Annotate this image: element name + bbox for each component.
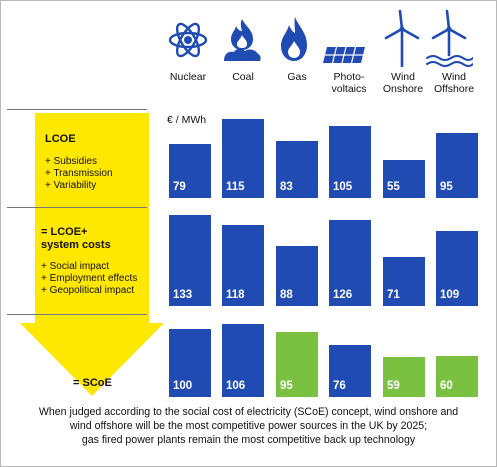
category-label-line1: Nuclear <box>169 71 207 83</box>
bar-value-label: 60 <box>440 380 453 392</box>
bar-lcoe-gas <box>276 141 318 198</box>
caption-line-3: gas fired power plants remain the most c… <box>81 434 416 446</box>
bar-value-label: 83 <box>280 181 293 193</box>
bar-lcoe-system-costs-wind-offshore <box>436 231 478 306</box>
bar-scoe-gas <box>276 332 318 397</box>
category-label-gas: Gas <box>273 71 321 83</box>
category-label-coal: Coal <box>219 71 267 83</box>
category-label-line1: Photo- <box>333 71 365 83</box>
bar-lcoe-coal <box>222 119 264 198</box>
bar-value-label: 106 <box>226 380 246 392</box>
separator-1 <box>7 207 147 208</box>
bar-lcoe-system-costs-gas <box>276 246 318 306</box>
category-label-line2: Onshore <box>382 83 424 95</box>
bar-value-label: 109 <box>440 289 460 301</box>
bar-scoe-coal <box>222 324 264 397</box>
category-label-line1: Coal <box>232 71 254 83</box>
bar-value-label: 95 <box>280 380 293 392</box>
solar-panel-icon <box>323 46 365 64</box>
bar-value-label: 105 <box>333 181 353 193</box>
caption-line-2: wind offshore will be the most competiti… <box>69 420 428 432</box>
category-label-line1: Wind <box>442 71 466 83</box>
bar-value-label: 133 <box>173 289 193 301</box>
bar-value-label: 79 <box>173 181 186 193</box>
bar-value-label: 88 <box>280 289 293 301</box>
bar-lcoe-wind-offshore <box>436 133 478 198</box>
bar-lcoe-wind-onshore <box>383 160 425 198</box>
category-label-line2: Offshore <box>433 83 475 95</box>
bar-lcoe-photovoltaics <box>329 126 371 198</box>
caption: When judged according to the social cost… <box>1 405 496 447</box>
bar-lcoe-system-costs-wind-onshore <box>383 257 425 306</box>
wind-turbine-icon <box>384 9 420 67</box>
yellow-arrow <box>20 113 164 396</box>
bar-lcoe-nuclear <box>169 144 211 198</box>
legend-item-variability: + Variability <box>45 180 97 191</box>
category-label-line1: Gas <box>287 71 307 83</box>
atom-icon <box>168 22 208 58</box>
bar-scoe-nuclear <box>169 329 211 397</box>
legend-item-social-impact: + Social impact <box>41 261 110 272</box>
category-label-photovoltaics: Photo- voltaics <box>321 71 377 95</box>
bar-value-label: 76 <box>333 380 346 392</box>
category-label-line2: voltaics <box>331 83 367 95</box>
category-label-nuclear: Nuclear <box>164 71 212 83</box>
category-label-wind-onshore: Wind Onshore <box>376 71 430 95</box>
coal-fire-icon <box>224 19 261 61</box>
bar-value-label: 71 <box>387 289 400 301</box>
legend-scoe-title: = SCoE <box>73 377 112 389</box>
separator-2 <box>7 314 147 315</box>
gas-flame-icon <box>281 17 307 61</box>
bar-scoe-photovoltaics <box>329 345 371 397</box>
bar-value-label: 126 <box>333 289 353 301</box>
legend-system-costs-title: system costs <box>41 239 111 251</box>
bar-scoe-wind-onshore <box>383 357 425 397</box>
separator-top <box>7 109 147 110</box>
bar-lcoe-system-costs-nuclear <box>169 215 211 306</box>
unit-label: € / MWh <box>167 114 207 126</box>
legend-lcoe-title: LCOE <box>45 133 76 145</box>
legend-item-transmission: + Transmission <box>45 168 113 179</box>
bar-lcoe-system-costs-coal <box>222 225 264 306</box>
bar-lcoe-system-costs-photovoltaics <box>329 220 371 306</box>
legend-item-subsidies: + Subsidies <box>45 156 97 167</box>
legend-item-geopolitical-impact: + Geopolitical impact <box>41 285 135 296</box>
bar-scoe-wind-offshore <box>436 356 478 397</box>
category-label-wind-offshore: Wind Offshore <box>426 71 482 95</box>
legend-item-employment-effects: + Employment effects <box>41 273 138 284</box>
bar-value-label: 95 <box>440 181 453 193</box>
bar-value-label: 55 <box>387 181 400 193</box>
bar-value-label: 59 <box>387 380 400 392</box>
bar-value-label: 115 <box>226 181 245 193</box>
bar-value-label: 118 <box>226 289 245 301</box>
offshore-wind-turbine-icon <box>426 9 473 67</box>
category-label-line1: Wind <box>391 71 415 83</box>
bar-chart: 79 115 83 105 55 95 133 118 88 126 71 109 100 106 95 76… <box>1 1 496 401</box>
bar-value-label: 100 <box>173 380 193 392</box>
legend-lcoe-plus-title: = LCOE+ <box>41 226 88 238</box>
caption-line-1: When judged according to the social cost… <box>38 406 459 418</box>
